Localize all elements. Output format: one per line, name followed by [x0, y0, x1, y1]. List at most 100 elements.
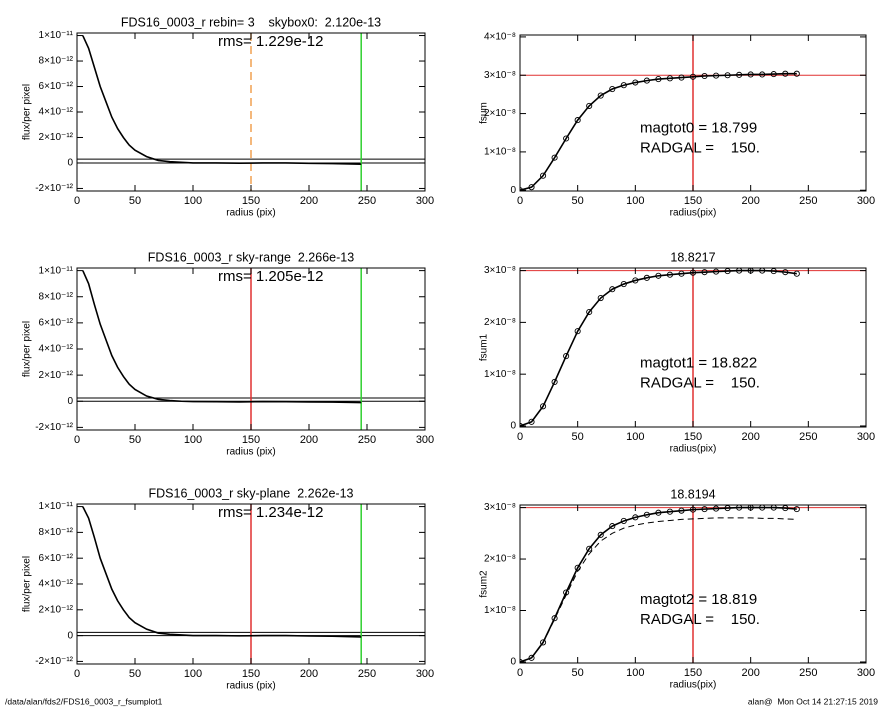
x-tick-label: 150 — [242, 434, 260, 446]
series-marker — [551, 154, 558, 161]
series-marker — [793, 506, 800, 513]
series-marker — [666, 508, 673, 515]
annotation: RADGAL = 150. — [640, 374, 760, 391]
series-marker — [793, 270, 800, 277]
series-marker — [678, 74, 685, 81]
series-marker — [632, 514, 639, 521]
x-tick-label: 200 — [300, 668, 318, 680]
y-tick-label: 6×10⁻¹² — [39, 81, 74, 92]
x-tick-label: 0 — [517, 431, 523, 443]
series-marker — [620, 517, 627, 525]
y-tick-label: 4×10⁻¹² — [39, 579, 74, 590]
series-marker — [620, 82, 627, 89]
x-tick-label: 50 — [572, 431, 584, 443]
series-marker — [540, 639, 547, 646]
series-marker — [713, 505, 720, 512]
annotation: rms= 1.205e-12 — [218, 268, 323, 285]
y-tick-label: 1×10⁻⁸ — [484, 369, 516, 380]
y-tick-label: 8×10⁻¹² — [39, 527, 74, 538]
y-axis-label: flux/per pixel — [22, 556, 33, 612]
y-tick-label: -2×10⁻¹² — [35, 656, 73, 667]
series-marker — [551, 615, 558, 622]
series-marker — [643, 511, 650, 518]
y-tick-label: 6×10⁻¹² — [39, 318, 74, 329]
series-marker — [770, 505, 777, 511]
series-marker — [759, 268, 766, 274]
x-tick-label: 100 — [626, 195, 644, 207]
panel-title: 18.8217 — [670, 250, 715, 264]
y-axis-label: flux/per pixel — [22, 321, 33, 377]
series-marker — [759, 505, 766, 511]
series-marker — [713, 72, 720, 79]
series-marker — [770, 71, 777, 78]
y-tick-label: 4×10⁻¹² — [39, 344, 74, 355]
x-tick-label: 0 — [74, 668, 80, 680]
x-tick-label: 100 — [184, 668, 202, 680]
series-marker — [666, 271, 673, 278]
x-axis-label: radius(pix) — [670, 208, 717, 219]
y-tick-label: 1×10⁻⁸ — [484, 147, 516, 158]
series-line — [520, 269, 797, 427]
series-marker — [701, 269, 708, 276]
plot — [520, 35, 866, 191]
y-tick-label: 2×10⁻¹² — [39, 604, 74, 615]
x-tick-label: 200 — [741, 667, 759, 679]
series-marker — [632, 277, 639, 284]
x-tick-label: 250 — [358, 195, 376, 207]
annotation: rms= 1.234e-12 — [218, 504, 323, 521]
x-tick-label: 250 — [799, 431, 817, 443]
plot — [77, 33, 425, 191]
annotation: RADGAL = 150. — [640, 611, 760, 628]
footer-path: /data/alan/fds2/FDS16_0003_r_fsumplot1 — [5, 696, 163, 706]
series-marker — [782, 269, 789, 276]
series-marker — [586, 545, 593, 552]
series-marker — [528, 418, 535, 425]
y-tick-label: 3×10⁻⁸ — [484, 70, 516, 81]
series-marker — [574, 328, 581, 335]
x-tick-label: 100 — [626, 667, 644, 679]
series-line — [82, 506, 362, 638]
series-marker — [782, 70, 789, 77]
x-tick-label: 250 — [799, 195, 817, 207]
x-tick-label: 50 — [572, 195, 584, 207]
y-tick-label: 1×10⁻¹¹ — [39, 265, 74, 276]
series-marker — [678, 270, 685, 277]
x-tick-label: 300 — [416, 668, 434, 680]
x-tick-label: 300 — [416, 434, 434, 446]
x-tick-label: 50 — [129, 434, 141, 446]
series-marker — [597, 294, 604, 302]
x-tick-label: 200 — [300, 195, 318, 207]
x-tick-label: 50 — [129, 195, 141, 207]
y-tick-label: 2×10⁻⁸ — [484, 108, 516, 119]
x-tick-label: 300 — [857, 667, 875, 679]
panel-title: FDS16_0003_r sky-range 2.266e-13 — [148, 250, 354, 264]
x-tick-label: 250 — [799, 667, 817, 679]
series-marker — [724, 268, 731, 275]
panel-title: 18.8194 — [670, 487, 715, 501]
y-tick-label: 1×10⁻¹¹ — [39, 30, 74, 41]
series-marker — [736, 268, 743, 274]
series-marker — [540, 172, 547, 179]
series-marker — [689, 73, 697, 80]
series-marker — [655, 76, 662, 83]
series-line — [520, 506, 797, 663]
series-line — [82, 35, 362, 166]
series-marker — [528, 654, 535, 661]
y-tick-label: 0 — [510, 421, 516, 432]
x-axis-label: radius(pix) — [670, 680, 717, 691]
y-tick-label: 4×10⁻¹² — [39, 107, 74, 118]
series-marker — [540, 403, 547, 410]
x-tick-label: 100 — [184, 195, 202, 207]
series-line — [520, 517, 797, 663]
x-tick-label: 0 — [517, 195, 523, 207]
y-tick-label: 1×10⁻¹¹ — [39, 501, 74, 512]
panel-title: FDS16_0003_r rebin= 3 skybox0: 2.120e-13 — [121, 15, 381, 29]
series-line — [520, 72, 797, 191]
series-marker — [609, 286, 616, 293]
footer-stamp: alan@ Mon Oct 14 21:27:15 2019 — [748, 696, 878, 706]
x-axis-label: radius (pix) — [226, 208, 275, 219]
y-axis-label: fsum2 — [479, 570, 490, 598]
series-marker — [586, 308, 593, 316]
